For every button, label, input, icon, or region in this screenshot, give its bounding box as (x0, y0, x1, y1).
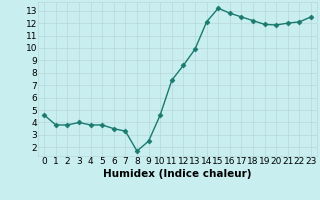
X-axis label: Humidex (Indice chaleur): Humidex (Indice chaleur) (103, 169, 252, 179)
